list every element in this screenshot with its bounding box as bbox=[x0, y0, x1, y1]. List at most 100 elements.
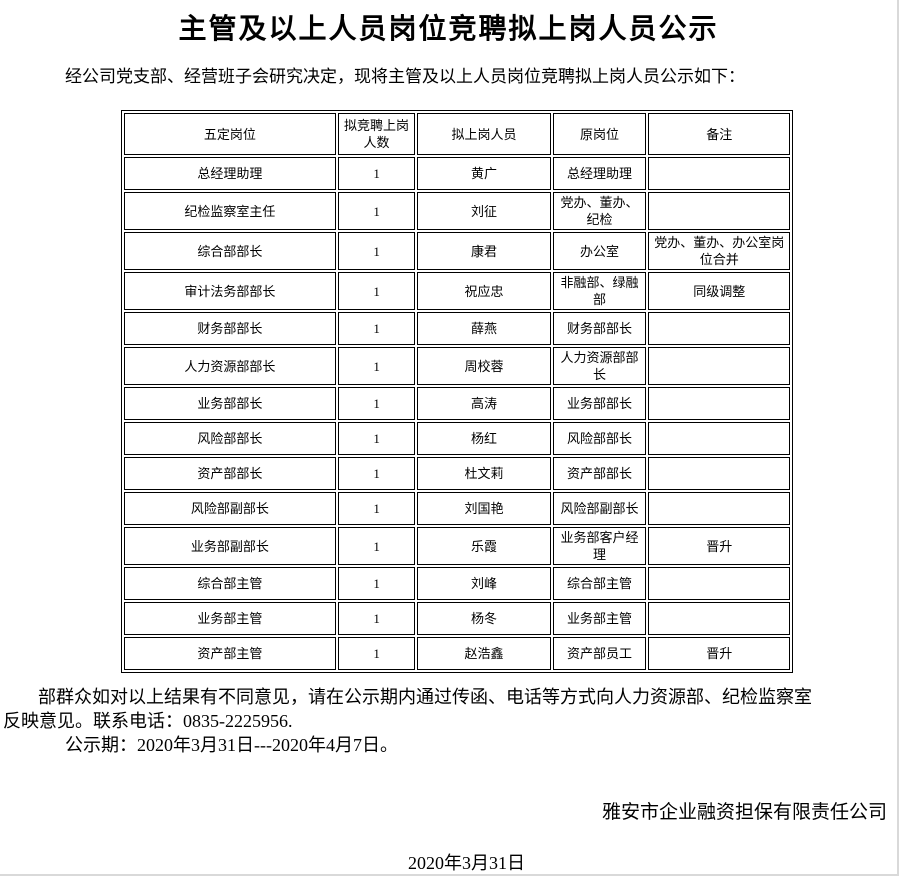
table-header-row: 五定岗位 拟竞聘上岗人数 拟上岗人员 原岗位 备注 bbox=[124, 113, 790, 156]
table-row: 业务部副部长 1 乐霞 业务部客户经理 晋升 bbox=[124, 527, 790, 566]
table-row: 财务部部长 1 薛燕 财务部部长 bbox=[124, 312, 790, 346]
table-cell bbox=[648, 387, 790, 421]
table-cell: 资产部主管 bbox=[124, 637, 336, 671]
table-cell: 党办、董办、纪检 bbox=[552, 192, 647, 231]
table-cell: 人力资源部部长 bbox=[124, 347, 336, 386]
table-cell: 财务部部长 bbox=[124, 312, 336, 346]
table-row: 人力资源部部长 1 周校蓉 人力资源部部长 bbox=[124, 347, 790, 386]
table-cell: 康君 bbox=[417, 232, 551, 271]
table-cell: 1 bbox=[337, 602, 416, 636]
table-cell: 资产部部长 bbox=[124, 457, 336, 491]
company-signature: 雅安市企业融资担保有限责任公司 bbox=[601, 802, 887, 824]
page-title: 主管及以上人员岗位竞聘拟上岗人员公示 bbox=[178, 14, 719, 45]
candidates-table: 五定岗位 拟竞聘上岗人数 拟上岗人员 原岗位 备注 总经理助理 1 黄广 总经理助理 纪检监察室… bbox=[121, 110, 793, 674]
table-cell: 刘国艳 bbox=[417, 492, 551, 526]
table-cell: 资产部部长 bbox=[552, 457, 647, 491]
table-cell: 晋升 bbox=[648, 527, 790, 566]
table-cell bbox=[648, 492, 790, 526]
table-cell: 杜文莉 bbox=[417, 457, 551, 491]
feedback-notice: 部群众如对以上结果有不同意见，请在公示期内通过传函、电话等方式向人力资源部、纪检… bbox=[3, 685, 889, 733]
table-cell: 1 bbox=[337, 422, 416, 456]
table-cell bbox=[648, 192, 790, 231]
table-cell: 杨红 bbox=[417, 422, 551, 456]
table-cell: 风险部部长 bbox=[124, 422, 336, 456]
intro-paragraph: 经公司党支部、经营班子会研究决定，现将主管及以上人员岗位竞聘拟上岗人员公示如下： bbox=[65, 67, 745, 87]
table-cell bbox=[648, 312, 790, 346]
table-cell: 业务部副部长 bbox=[124, 527, 336, 566]
table-cell bbox=[648, 347, 790, 386]
table-cell: 办公室 bbox=[552, 232, 647, 271]
column-header: 原岗位 bbox=[552, 113, 647, 156]
table-cell: 综合部主管 bbox=[552, 567, 647, 601]
table-cell: 业务部客户经理 bbox=[552, 527, 647, 566]
table-row: 纪检监察室主任 1 刘征 党办、董办、纪检 bbox=[124, 192, 790, 231]
table-row: 资产部部长 1 杜文莉 资产部部长 bbox=[124, 457, 790, 491]
table-cell: 1 bbox=[337, 527, 416, 566]
table-cell: 审计法务部部长 bbox=[124, 272, 336, 311]
table-cell: 赵浩鑫 bbox=[417, 637, 551, 671]
table-row: 风险部副部长 1 刘国艳 风险部副部长 bbox=[124, 492, 790, 526]
table-row: 总经理助理 1 黄广 总经理助理 bbox=[124, 157, 790, 191]
table-cell: 财务部部长 bbox=[552, 312, 647, 346]
table-cell: 风险部副部长 bbox=[552, 492, 647, 526]
table-cell: 资产部员工 bbox=[552, 637, 647, 671]
table-cell: 党办、董办、办公室岗位合并 bbox=[648, 232, 790, 271]
table-cell: 业务部主管 bbox=[552, 602, 647, 636]
table-cell: 高涛 bbox=[417, 387, 551, 421]
table-cell: 非融部、绿融部 bbox=[552, 272, 647, 311]
table-cell: 业务部部长 bbox=[124, 387, 336, 421]
table-cell: 1 bbox=[337, 157, 416, 191]
table-cell: 1 bbox=[337, 347, 416, 386]
table-cell: 总经理助理 bbox=[124, 157, 336, 191]
publicity-period: 公示期：2020年3月31日---2020年4月7日。 bbox=[65, 735, 398, 756]
signature-date: 2020年3月31日 bbox=[408, 853, 525, 874]
table-cell: 祝应忠 bbox=[417, 272, 551, 311]
table-row: 业务部部长 1 高涛 业务部部长 bbox=[124, 387, 790, 421]
table-cell: 1 bbox=[337, 457, 416, 491]
table-cell: 刘峰 bbox=[417, 567, 551, 601]
table-cell: 周校蓉 bbox=[417, 347, 551, 386]
table-cell: 人力资源部部长 bbox=[552, 347, 647, 386]
table-row: 审计法务部部长 1 祝应忠 非融部、绿融部 同级调整 bbox=[124, 272, 790, 311]
table-cell: 1 bbox=[337, 272, 416, 311]
table-cell: 综合部主管 bbox=[124, 567, 336, 601]
table-cell: 总经理助理 bbox=[552, 157, 647, 191]
table-cell: 业务部部长 bbox=[552, 387, 647, 421]
column-header: 五定岗位 bbox=[124, 113, 336, 156]
notice-line-1: 部群众如对以上结果有不同意见，请在公示期内通过传函、电话等方式向人力资源部、纪检… bbox=[38, 687, 812, 708]
table-cell: 乐霞 bbox=[417, 527, 551, 566]
table-cell bbox=[648, 422, 790, 456]
table-cell: 晋升 bbox=[648, 637, 790, 671]
table-cell: 综合部部长 bbox=[124, 232, 336, 271]
column-header: 拟竞聘上岗人数 bbox=[337, 113, 416, 156]
table-cell: 纪检监察室主任 bbox=[124, 192, 336, 231]
table-cell: 风险部副部长 bbox=[124, 492, 336, 526]
table-row: 综合部主管 1 刘峰 综合部主管 bbox=[124, 567, 790, 601]
table-cell: 1 bbox=[337, 492, 416, 526]
table-row: 综合部部长 1 康君 办公室 党办、董办、办公室岗位合并 bbox=[124, 232, 790, 271]
table-cell bbox=[648, 157, 790, 191]
table-cell bbox=[648, 457, 790, 491]
notice-line-2: 反映意见。联系电话：0835-2225956. bbox=[3, 711, 293, 732]
table-cell: 1 bbox=[337, 192, 416, 231]
table-cell: 杨冬 bbox=[417, 602, 551, 636]
table-cell: 黄广 bbox=[417, 157, 551, 191]
table-cell: 同级调整 bbox=[648, 272, 790, 311]
table-row: 资产部主管 1 赵浩鑫 资产部员工 晋升 bbox=[124, 637, 790, 671]
table-cell: 风险部部长 bbox=[552, 422, 647, 456]
table-row: 风险部部长 1 杨红 风险部部长 bbox=[124, 422, 790, 456]
table-cell: 薛燕 bbox=[417, 312, 551, 346]
table-cell: 1 bbox=[337, 387, 416, 421]
table-cell: 1 bbox=[337, 232, 416, 271]
table-cell: 业务部主管 bbox=[124, 602, 336, 636]
table-cell: 1 bbox=[337, 567, 416, 601]
column-header: 拟上岗人员 bbox=[417, 113, 551, 156]
table-cell: 刘征 bbox=[417, 192, 551, 231]
column-header: 备注 bbox=[648, 113, 790, 156]
table-cell: 1 bbox=[337, 312, 416, 346]
table-row: 业务部主管 1 杨冬 业务部主管 bbox=[124, 602, 790, 636]
table-cell: 1 bbox=[337, 637, 416, 671]
table-cell bbox=[648, 567, 790, 601]
table-cell bbox=[648, 602, 790, 636]
